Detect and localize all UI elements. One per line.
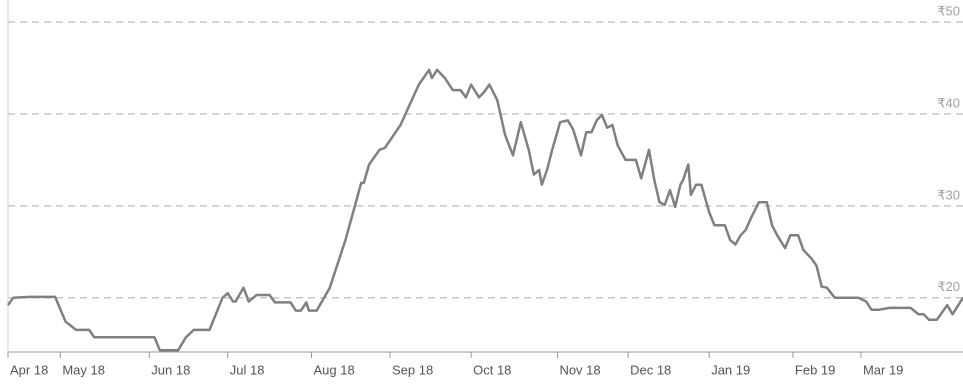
y-tick-label: ₹30 <box>937 187 960 202</box>
y-tick-label: ₹20 <box>937 279 960 294</box>
x-tick-label: Apr 18 <box>10 362 48 377</box>
x-tick-label: Feb 19 <box>795 362 835 377</box>
x-tick-label: Jul 18 <box>230 362 265 377</box>
x-tick-label: Jan 19 <box>711 362 750 377</box>
x-tick-label: Jun 18 <box>151 362 190 377</box>
x-tick-label: Dec 18 <box>630 362 671 377</box>
y-tick-label: ₹40 <box>937 95 960 110</box>
x-tick-label: May 18 <box>62 362 105 377</box>
price-line <box>6 68 963 352</box>
x-tick-label: Nov 18 <box>559 362 600 377</box>
x-tick-label: Aug 18 <box>314 362 355 377</box>
x-tick-label: Mar 19 <box>863 362 903 377</box>
x-tick-label: Oct 18 <box>473 362 511 377</box>
x-tick-label: Sep 18 <box>392 362 433 377</box>
y-tick-label: ₹50 <box>937 3 960 18</box>
